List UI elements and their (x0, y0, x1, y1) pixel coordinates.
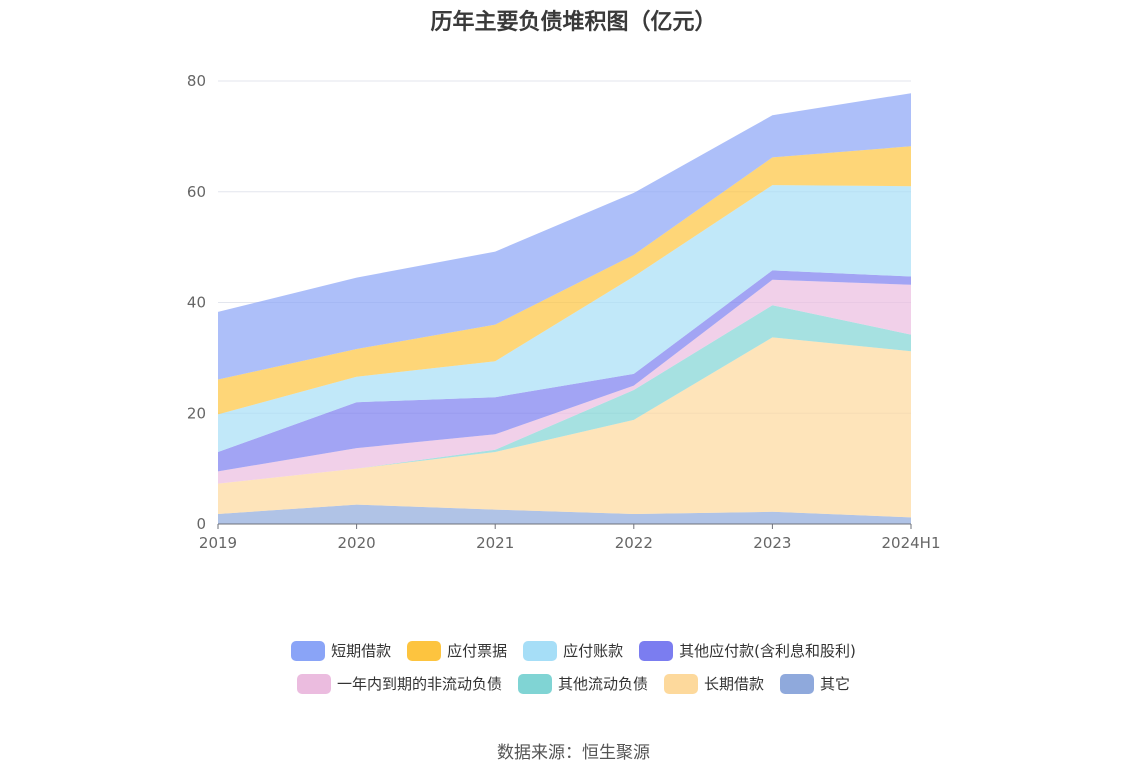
legend-swatch (296, 673, 331, 694)
area-series[interactable] (218, 279, 911, 484)
legend-item-long-term-loans[interactable]: 长期借款 (664, 673, 764, 694)
legend-swatch (523, 640, 558, 661)
legend-label: 应付账款 (563, 642, 624, 660)
legend-row-1: 短期借款 应付票据 应付账款 其他应付款(含利息和股利) (0, 640, 1147, 661)
legend-swatch (291, 640, 326, 661)
area-series[interactable] (218, 185, 911, 452)
legend-row-2: 一年内到期的非流动负债 其他流动负债 长期借款 其它 (0, 673, 1147, 694)
legend-swatch (639, 640, 674, 661)
x-tick-label: 2019 (199, 534, 237, 552)
area-series[interactable] (218, 270, 911, 472)
legend-swatch (780, 673, 815, 694)
y-tick-label: 20 (187, 404, 206, 422)
stacked-areas (218, 93, 911, 524)
legend-label: 其他流动负债 (557, 675, 648, 693)
legend-item-short-term-loans[interactable]: 短期借款 (291, 640, 391, 661)
data-source: 数据来源：恒生聚源 (497, 743, 650, 763)
legend-swatch (517, 673, 552, 694)
chart-title: 历年主要负债堆积图（亿元） (430, 10, 717, 35)
x-tick-label: 2023 (753, 534, 791, 552)
y-tick-label: 40 (187, 294, 206, 312)
legend-item-accounts-payable[interactable]: 应付账款 (523, 640, 623, 661)
legend-item-others[interactable]: 其它 (780, 673, 850, 694)
x-tick-label: 2022 (615, 534, 653, 552)
x-tick-label: 2024H1 (882, 534, 941, 552)
legend-swatch (407, 640, 442, 661)
legend-label: 其他应付款(含利息和股利) (679, 642, 856, 660)
legend-item-other-payables[interactable]: 其他应付款(含利息和股利) (639, 640, 856, 661)
x-tick-label: 2021 (476, 534, 514, 552)
area-series[interactable] (218, 305, 911, 484)
y-tick-label: 80 (187, 72, 206, 90)
y-tick-label: 0 (196, 515, 206, 533)
area-series[interactable] (218, 337, 911, 518)
legend-label: 短期借款 (331, 642, 392, 660)
area-series[interactable] (218, 93, 911, 380)
legend-label: 一年内到期的非流动负债 (336, 675, 502, 693)
legend-swatch (664, 673, 698, 694)
area-series[interactable] (218, 504, 911, 524)
legend-label: 长期借款 (704, 675, 765, 693)
axes: 0 20 40 60 80 2019 2020 2021 2022 2023 2024H1 (187, 72, 941, 552)
legend-item-notes-payable[interactable]: 应付票据 (407, 640, 507, 661)
x-tick-label: 2020 (338, 534, 376, 552)
legend-label: 其它 (820, 675, 851, 693)
area-series[interactable] (218, 146, 911, 415)
y-tick-label: 60 (187, 183, 206, 201)
legend-label: 应付票据 (447, 642, 508, 660)
legend-item-other-current-liabilities[interactable]: 其他流动负债 (517, 673, 648, 694)
area-chart: 0 20 40 60 80 2019 2020 2021 2022 2023 2024H1 (187, 72, 941, 552)
legend-item-current-portion-noncurrent[interactable]: 一年内到期的非流动负债 (296, 673, 502, 694)
